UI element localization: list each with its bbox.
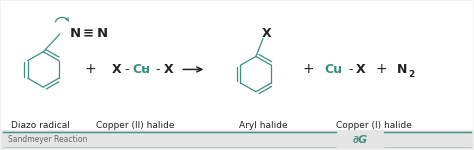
Text: +: + xyxy=(85,62,96,76)
Text: Diazo radical: Diazo radical xyxy=(11,121,70,130)
Text: Cu: Cu xyxy=(132,63,150,76)
Text: X: X xyxy=(356,63,365,76)
Text: X: X xyxy=(112,63,121,76)
Text: 2: 2 xyxy=(409,70,415,79)
Bar xyxy=(0,130,474,149)
Text: Aryl halide: Aryl halide xyxy=(239,121,287,130)
Text: $\mathbf{N \equiv N}$: $\mathbf{N \equiv N}$ xyxy=(69,27,109,40)
Text: .: . xyxy=(325,60,329,73)
Text: N: N xyxy=(397,63,407,76)
Text: Copper (I) halide: Copper (I) halide xyxy=(336,121,412,130)
Text: +: + xyxy=(375,62,387,76)
Text: X: X xyxy=(262,27,272,40)
FancyBboxPatch shape xyxy=(0,0,474,134)
Text: X: X xyxy=(164,63,173,76)
Text: -: - xyxy=(155,63,160,76)
Text: ∂G: ∂G xyxy=(352,135,367,145)
Text: Cu: Cu xyxy=(324,63,342,76)
Text: -: - xyxy=(348,63,353,76)
Text: +: + xyxy=(302,62,314,76)
Text: -: - xyxy=(125,63,129,76)
Text: Copper (II) halide: Copper (II) halide xyxy=(96,121,174,130)
Text: Sandmeyer Reaction: Sandmeyer Reaction xyxy=(8,135,87,144)
